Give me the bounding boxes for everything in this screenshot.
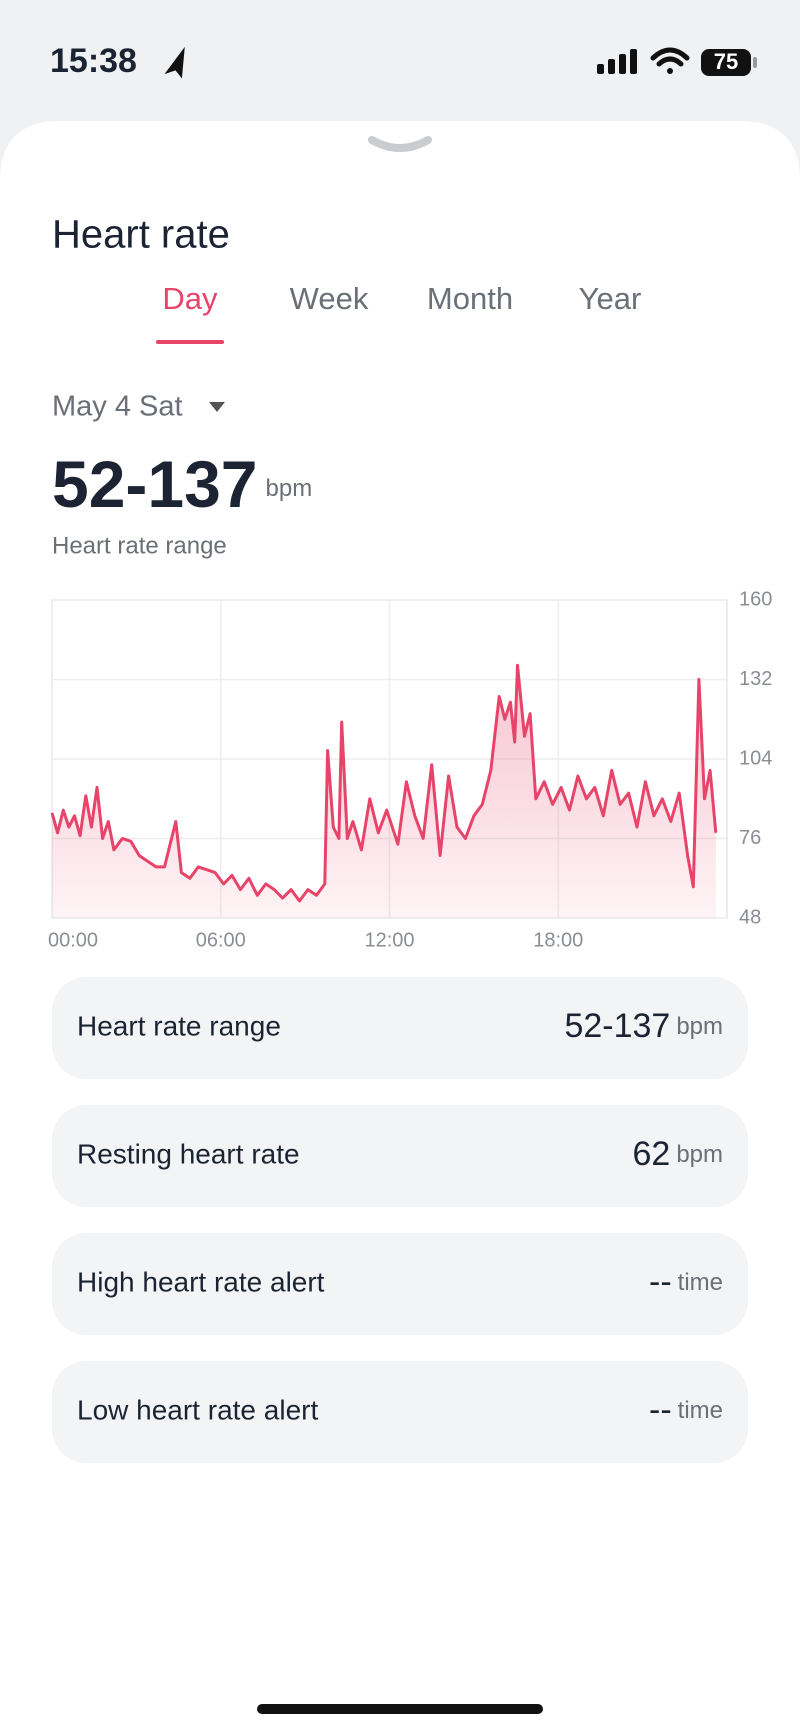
page-title: Heart rate <box>52 213 230 257</box>
x-tick-label: 00:00 <box>48 929 98 951</box>
stat-unit: time <box>678 1269 723 1296</box>
dropdown-arrow[interactable] <box>209 402 225 412</box>
stat-card[interactable] <box>52 1233 748 1335</box>
stat-label: Heart rate range <box>77 1010 281 1041</box>
heart-rate-line <box>50 663 718 903</box>
stat-unit: bpm <box>676 1141 723 1168</box>
home-indicator <box>257 1704 543 1714</box>
stat-label: Low heart rate alert <box>77 1394 318 1425</box>
x-tick-label: 18:00 <box>533 929 583 951</box>
battery-icon <box>701 49 751 76</box>
summary-value: 52-137 <box>52 447 258 521</box>
tab-indicator <box>156 340 224 344</box>
signal-icon <box>597 49 637 74</box>
stat-value: 52-137 <box>564 1007 670 1045</box>
stat-value: 62 <box>632 1135 670 1173</box>
wifi-icon <box>650 47 690 74</box>
battery-level: 75 <box>714 49 738 74</box>
y-tick-label: 104 <box>739 747 772 769</box>
y-tick-label: 160 <box>739 588 772 610</box>
stat-label: High heart rate alert <box>77 1266 325 1297</box>
status-time: 15:38 <box>50 42 137 80</box>
x-tick-label: 06:00 <box>196 929 246 951</box>
stat-card[interactable] <box>52 1105 748 1207</box>
summary: 52-137 bpm <box>52 447 312 521</box>
stat-card[interactable] <box>52 1361 748 1463</box>
date-selector[interactable]: May 4 Sat <box>52 391 183 423</box>
tab[interactable]: Month <box>427 281 513 316</box>
y-tick-label: 76 <box>739 827 761 849</box>
chart: 160 132 104 76 48 00:00 06:00 12:00 18:00 <box>48 588 772 951</box>
stat-value-group: 62 bpm <box>632 1135 723 1173</box>
battery-cap <box>753 57 757 68</box>
stat-value-group: -- time <box>649 1391 723 1429</box>
stat-unit: bpm <box>676 1013 723 1040</box>
stat-unit: time <box>678 1397 723 1424</box>
sheet <box>0 121 800 1732</box>
location-icon <box>164 46 185 79</box>
summary-unit: bpm <box>266 475 313 502</box>
tab[interactable]: Day <box>162 281 218 316</box>
summary-label: Heart rate range <box>52 532 227 559</box>
tab[interactable]: Week <box>290 281 369 316</box>
stat-value: -- <box>649 1391 672 1429</box>
sheet-handle[interactable] <box>368 136 432 152</box>
tab-bar: Day Week Month Year <box>156 281 641 344</box>
y-tick-label: 48 <box>739 906 761 928</box>
stat-value-group: -- time <box>649 1263 723 1301</box>
y-tick-label: 132 <box>739 668 772 690</box>
stat-label: Resting heart rate <box>77 1138 300 1169</box>
stat-value-group: 52-137 bpm <box>564 1007 723 1045</box>
stat-card[interactable] <box>52 977 748 1079</box>
x-tick-label: 12:00 <box>364 929 414 951</box>
stat-value: -- <box>649 1263 672 1301</box>
tab[interactable]: Year <box>579 281 642 316</box>
area-fill <box>52 665 716 918</box>
